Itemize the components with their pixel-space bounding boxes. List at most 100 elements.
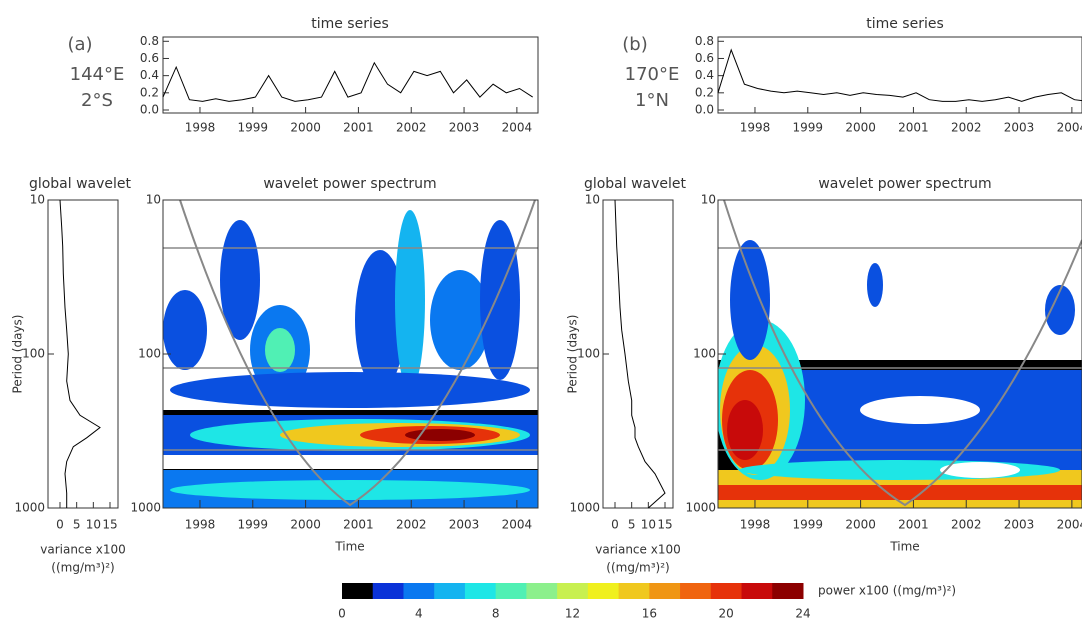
x-tick-label: 2002: [951, 518, 982, 532]
x-tick-label: 1998: [740, 518, 771, 532]
chart-title: global wavelet: [29, 176, 132, 192]
x-tick-label: 2002: [396, 518, 427, 532]
x-tick-label: 2004: [1057, 518, 1082, 532]
x-tick-label: 2003: [1004, 121, 1035, 135]
x-axis-unit: ((mg/m³)²): [51, 561, 114, 575]
x-tick-label: 2000: [845, 518, 876, 532]
colorbar-swatch: [772, 583, 804, 599]
colorbar-swatch: [464, 583, 497, 599]
spectrum-contours: [718, 240, 1082, 508]
series-line: [717, 48, 1082, 102]
x-tick-label: 0: [611, 518, 619, 532]
panel-label: (a): [67, 34, 92, 55]
colorbar-swatch: [342, 583, 374, 599]
x-tick-label: 2000: [290, 121, 321, 135]
x-tick-label: 1999: [238, 518, 269, 532]
y-tick-label: 10: [30, 193, 45, 207]
y-tick-label: 0.4: [695, 68, 714, 82]
colorbar-tick-label: 0: [338, 607, 346, 621]
spectrum-contours: [163, 210, 538, 508]
x-tick-label: 1999: [793, 518, 824, 532]
y-tick-label: 1000: [130, 501, 161, 515]
x-tick-label: 1999: [793, 121, 824, 135]
x-tick-label: 2003: [449, 518, 480, 532]
colorbar-tick-label: 16: [642, 607, 657, 621]
y-tick-label: 1000: [14, 501, 45, 515]
x-tick-label: 1998: [185, 121, 216, 135]
x-tick-label: 1999: [238, 121, 269, 135]
x-tick-label: 1998: [185, 518, 216, 532]
colorbar-swatch: [680, 583, 712, 599]
y-tick-label: 100: [138, 347, 161, 361]
chart-title: time series: [866, 16, 944, 32]
colorbar-swatch: [526, 583, 558, 599]
y-tick-label: 0.0: [695, 103, 714, 117]
x-tick-label: 5: [628, 518, 636, 532]
y-tick-label: 10: [585, 193, 600, 207]
x-tick-label: 10: [86, 518, 101, 532]
colorbar-tick-label: 20: [719, 607, 734, 621]
x-axis-unit: ((mg/m³)²): [606, 561, 669, 575]
plot-frame: [602, 199, 674, 509]
y-tick-label: 100: [22, 347, 45, 361]
x-tick-label: 2003: [449, 121, 480, 135]
y-tick-label: 1000: [569, 501, 600, 515]
colorbar-swatch: [649, 583, 681, 599]
series-line: [162, 61, 533, 102]
x-tick-label: 10: [641, 518, 656, 532]
y-tick-label: 10: [701, 193, 716, 207]
colorbar-label: power x100 ((mg/m³)²): [818, 584, 956, 598]
y-tick-label: 0.8: [695, 34, 714, 48]
y-tick-label: 1000: [685, 501, 716, 515]
y-tick-label: 10: [146, 193, 161, 207]
colorbar-tick-label: 24: [795, 607, 810, 621]
plot-frame: [162, 36, 539, 114]
x-tick-label: 2004: [1057, 121, 1082, 135]
y-tick-label: 0.8: [140, 34, 159, 48]
colorbar-tick-label: 4: [415, 607, 423, 621]
chart-title: time series: [311, 16, 389, 32]
x-tick-label: 2003: [1004, 518, 1035, 532]
series-line: [614, 199, 666, 509]
chart-title: wavelet power spectrum: [818, 176, 991, 192]
y-tick-label: 0.2: [695, 85, 714, 99]
colorbar-swatch: [557, 583, 589, 599]
longitude: 144°E: [70, 64, 125, 85]
x-tick-label: 2001: [898, 121, 929, 135]
colorbar-swatch: [495, 583, 527, 599]
plot-frame: [47, 199, 119, 509]
x-axis-title: variance x100: [40, 543, 125, 557]
x-tick-label: 15: [102, 518, 117, 532]
x-tick-label: 5: [73, 518, 81, 532]
y-tick-label: 0.2: [140, 85, 159, 99]
x-tick-label: 2001: [898, 518, 929, 532]
latitude: 2°S: [81, 90, 113, 111]
colorbar-swatch: [434, 583, 466, 599]
y-axis-title: Period (days): [11, 315, 25, 394]
colorbar-tick-label: 8: [492, 607, 500, 621]
chart-title: global wavelet: [584, 176, 687, 192]
y-tick-label: 0.0: [140, 103, 159, 117]
series-line: [59, 199, 101, 508]
x-tick-label: 2001: [343, 518, 374, 532]
x-tick-label: 0: [56, 518, 64, 532]
colorbar-swatch: [587, 583, 620, 599]
colorbar-swatch: [403, 583, 435, 599]
colorbar-swatch: [372, 583, 404, 599]
colorbar-tick-label: 12: [565, 607, 580, 621]
y-tick-label: 0.4: [140, 68, 159, 82]
x-tick-label: 2004: [502, 121, 533, 135]
x-tick-label: 2002: [951, 121, 982, 135]
longitude: 170°E: [625, 64, 680, 85]
y-tick-label: 0.6: [140, 51, 159, 65]
x-tick-label: 15: [657, 518, 672, 532]
chart-title: wavelet power spectrum: [263, 176, 436, 192]
colorbar-swatch: [618, 583, 650, 599]
colorbar-swatch: [741, 583, 773, 599]
latitude: 1°N: [635, 90, 669, 111]
panel-label: (b): [622, 34, 647, 55]
cone-of-influence: [163, 199, 1082, 507]
y-tick-label: 100: [577, 347, 600, 361]
x-tick-label: 2000: [845, 121, 876, 135]
